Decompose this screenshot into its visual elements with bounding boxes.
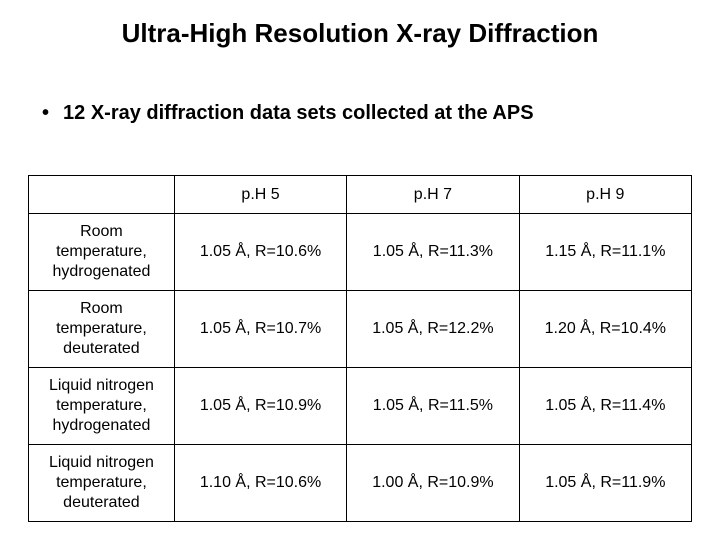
table-cell: 1.05 Å, R=12.2% bbox=[347, 291, 519, 368]
bullet-item: • 12 X-ray diffraction data sets collect… bbox=[42, 101, 692, 125]
table-cell: 1.05 Å, R=10.6% bbox=[174, 214, 346, 291]
table-row: Liquid nitrogen temperature, deuterated … bbox=[29, 445, 692, 522]
row-label: Room temperature, deuterated bbox=[29, 291, 175, 368]
col-header-ph5: p.H 5 bbox=[174, 176, 346, 214]
table-cell: 1.15 Å, R=11.1% bbox=[519, 214, 691, 291]
table-cell: 1.05 Å, R=11.4% bbox=[519, 368, 691, 445]
bullet-text: 12 X-ray diffraction data sets collected… bbox=[63, 101, 534, 125]
row-label: Liquid nitrogen temperature, deuterated bbox=[29, 445, 175, 522]
col-header-ph9: p.H 9 bbox=[519, 176, 691, 214]
row-label: Room temperature, hydrogenated bbox=[29, 214, 175, 291]
table-cell: 1.05 Å, R=11.3% bbox=[347, 214, 519, 291]
table-header-row: p.H 5 p.H 7 p.H 9 bbox=[29, 176, 692, 214]
table-row: Room temperature, hydrogenated 1.05 Å, R… bbox=[29, 214, 692, 291]
table-cell: 1.10 Å, R=10.6% bbox=[174, 445, 346, 522]
table-cell: 1.05 Å, R=11.5% bbox=[347, 368, 519, 445]
table-cell: 1.05 Å, R=10.9% bbox=[174, 368, 346, 445]
table-cell: 1.05 Å, R=10.7% bbox=[174, 291, 346, 368]
table-cell: 1.00 Å, R=10.9% bbox=[347, 445, 519, 522]
col-header-ph7: p.H 7 bbox=[347, 176, 519, 214]
row-label: Liquid nitrogen temperature, hydrogenate… bbox=[29, 368, 175, 445]
table-cell: 1.20 Å, R=10.4% bbox=[519, 291, 691, 368]
col-header-blank bbox=[29, 176, 175, 214]
page-title: Ultra-High Resolution X-ray Diffraction bbox=[28, 18, 692, 49]
table-cell: 1.05 Å, R=11.9% bbox=[519, 445, 691, 522]
table-row: Room temperature, deuterated 1.05 Å, R=1… bbox=[29, 291, 692, 368]
data-table: p.H 5 p.H 7 p.H 9 Room temperature, hydr… bbox=[28, 175, 692, 522]
bullet-marker: • bbox=[42, 101, 49, 125]
table-row: Liquid nitrogen temperature, hydrogenate… bbox=[29, 368, 692, 445]
